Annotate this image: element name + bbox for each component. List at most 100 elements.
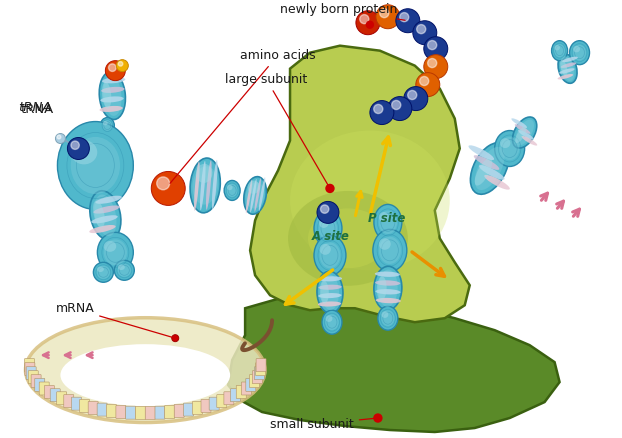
Ellipse shape <box>250 179 257 212</box>
Ellipse shape <box>378 270 397 307</box>
FancyBboxPatch shape <box>50 389 60 402</box>
Ellipse shape <box>248 180 260 194</box>
Ellipse shape <box>325 315 333 322</box>
FancyBboxPatch shape <box>80 399 90 413</box>
Ellipse shape <box>554 44 565 57</box>
Circle shape <box>396 9 420 33</box>
FancyBboxPatch shape <box>27 368 35 378</box>
Ellipse shape <box>376 289 401 294</box>
Ellipse shape <box>60 344 230 406</box>
FancyBboxPatch shape <box>97 403 107 416</box>
Text: newly born protein: newly born protein <box>280 3 405 20</box>
FancyBboxPatch shape <box>57 393 66 403</box>
Ellipse shape <box>558 54 577 83</box>
Ellipse shape <box>190 158 220 213</box>
FancyBboxPatch shape <box>192 401 202 414</box>
Text: tRNA: tRNA <box>19 101 52 113</box>
FancyBboxPatch shape <box>175 406 183 416</box>
Ellipse shape <box>319 218 328 228</box>
FancyBboxPatch shape <box>255 368 264 378</box>
FancyBboxPatch shape <box>64 395 74 408</box>
Ellipse shape <box>192 166 218 205</box>
Ellipse shape <box>325 314 338 330</box>
Ellipse shape <box>475 158 492 186</box>
FancyBboxPatch shape <box>242 383 251 394</box>
Ellipse shape <box>573 46 580 53</box>
Circle shape <box>356 11 380 35</box>
Circle shape <box>428 41 437 49</box>
FancyBboxPatch shape <box>136 406 146 420</box>
FancyBboxPatch shape <box>224 392 234 405</box>
FancyBboxPatch shape <box>51 390 60 400</box>
Ellipse shape <box>379 237 401 264</box>
Ellipse shape <box>375 280 400 286</box>
Ellipse shape <box>521 136 537 145</box>
FancyBboxPatch shape <box>106 404 116 417</box>
Ellipse shape <box>468 145 494 160</box>
FancyBboxPatch shape <box>40 383 49 394</box>
Circle shape <box>374 104 383 113</box>
Circle shape <box>360 14 369 24</box>
Circle shape <box>105 60 125 81</box>
FancyBboxPatch shape <box>116 406 125 417</box>
FancyBboxPatch shape <box>257 360 266 371</box>
Ellipse shape <box>560 63 577 68</box>
Ellipse shape <box>562 57 578 62</box>
Ellipse shape <box>379 212 389 222</box>
Ellipse shape <box>381 311 394 326</box>
Ellipse shape <box>515 127 526 143</box>
FancyBboxPatch shape <box>35 380 44 390</box>
FancyBboxPatch shape <box>155 406 165 419</box>
FancyBboxPatch shape <box>183 403 193 416</box>
FancyBboxPatch shape <box>246 378 256 391</box>
Circle shape <box>67 138 90 159</box>
Ellipse shape <box>374 266 402 310</box>
Ellipse shape <box>318 301 341 307</box>
Ellipse shape <box>288 191 408 286</box>
Ellipse shape <box>308 208 388 268</box>
FancyBboxPatch shape <box>217 395 227 408</box>
FancyBboxPatch shape <box>28 371 38 384</box>
FancyBboxPatch shape <box>236 385 246 399</box>
Ellipse shape <box>560 60 567 76</box>
FancyBboxPatch shape <box>246 380 255 390</box>
Ellipse shape <box>91 215 118 223</box>
Ellipse shape <box>100 106 123 112</box>
Ellipse shape <box>373 230 407 271</box>
FancyBboxPatch shape <box>126 407 135 418</box>
Ellipse shape <box>71 140 97 164</box>
Ellipse shape <box>200 161 206 210</box>
Ellipse shape <box>474 155 499 170</box>
FancyBboxPatch shape <box>39 382 49 395</box>
Text: tRNA: tRNA <box>21 102 53 116</box>
FancyBboxPatch shape <box>241 382 251 395</box>
Ellipse shape <box>375 272 400 277</box>
Ellipse shape <box>103 121 108 125</box>
Ellipse shape <box>479 165 504 180</box>
Circle shape <box>413 21 437 45</box>
Ellipse shape <box>515 120 534 145</box>
Ellipse shape <box>318 293 341 298</box>
FancyBboxPatch shape <box>202 401 210 411</box>
Circle shape <box>392 100 401 110</box>
Ellipse shape <box>552 41 567 60</box>
FancyBboxPatch shape <box>26 360 34 371</box>
Ellipse shape <box>227 184 238 197</box>
FancyBboxPatch shape <box>31 374 41 388</box>
FancyBboxPatch shape <box>65 396 73 406</box>
Ellipse shape <box>511 118 527 128</box>
FancyBboxPatch shape <box>256 363 266 376</box>
FancyBboxPatch shape <box>72 397 81 410</box>
FancyBboxPatch shape <box>253 372 262 382</box>
Ellipse shape <box>379 238 391 250</box>
FancyBboxPatch shape <box>254 367 264 380</box>
Circle shape <box>57 135 61 139</box>
Ellipse shape <box>194 162 200 211</box>
Ellipse shape <box>254 178 261 212</box>
Circle shape <box>370 101 394 124</box>
Text: P site: P site <box>368 212 406 226</box>
Ellipse shape <box>94 194 116 236</box>
Circle shape <box>420 77 429 85</box>
Ellipse shape <box>500 138 511 148</box>
FancyBboxPatch shape <box>250 376 259 386</box>
